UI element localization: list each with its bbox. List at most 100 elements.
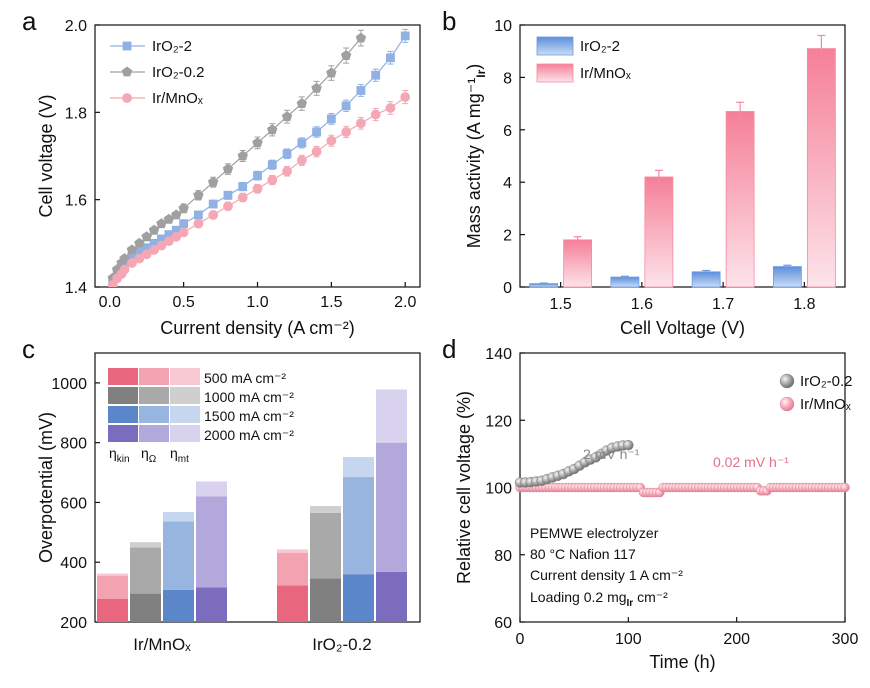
panel-d-ytick-label: 60: [494, 615, 512, 632]
legend-marker: [122, 93, 132, 103]
panel-a-plot-area: [107, 28, 411, 287]
data-point: [267, 175, 278, 185]
rate-label-ir-mnox: 0.02 mV h⁻¹: [713, 454, 789, 470]
panel-d-ytick-label: 120: [485, 413, 512, 430]
legend-swatch: [139, 425, 169, 442]
data-point: [386, 53, 395, 63]
panel-label-c: c: [22, 334, 35, 364]
bar-kin-iro2-02-1: [310, 578, 341, 622]
data-point: [223, 190, 233, 200]
bar-ir-mnox-1.6: [644, 176, 674, 288]
legend-swatch: [108, 387, 138, 404]
data-point: [141, 249, 152, 260]
data-point: [371, 70, 381, 80]
panel-d-ytick-label: 80: [494, 548, 512, 565]
data-point: [355, 32, 367, 43]
data-point: [194, 210, 203, 220]
data-point: [326, 67, 337, 78]
legend-label: IrO₂-0.2: [152, 64, 205, 81]
panel-c-xtick-label: Ir/MnOₓ: [133, 635, 191, 654]
panel-d-ylabel: Relative cell voltage (%): [454, 391, 474, 584]
data-point: [326, 135, 337, 146]
panel-a-polarization-chart: 0.0 0.5 1.0 1.5 2.0 1.4 1.6 1.8 2.0 Current densi…: [36, 18, 421, 338]
bar-ohm-iro2-02-1: [310, 512, 341, 579]
panel-c-ytick-label: 1000: [51, 376, 87, 393]
panel-d-ytick-label: 140: [485, 346, 512, 363]
panel-c-frame: [94, 352, 421, 623]
data-point: [400, 92, 411, 102]
panel-b-xtick-label: 1.7: [712, 296, 734, 313]
data-point: [370, 109, 381, 120]
panel-b-xtick-label: 1.6: [631, 296, 653, 313]
data-point: [340, 50, 352, 60]
data-point: [267, 160, 277, 170]
panel-a-xtick-label: 1.0: [246, 294, 268, 311]
data-point: [253, 171, 262, 181]
panel-d-annotation: PEMWE electrolyzer 80 °C Nafion 117 Curr…: [530, 446, 789, 609]
panel-c-ytick-label: 400: [60, 555, 87, 572]
data-point-iro2-02: [623, 439, 634, 451]
panel-c-overpotential-chart: 200 400 600 800 1000 Overpotential (mV) Ir/MnO…: [36, 352, 421, 654]
bar-ohm-ir-mnox-2: [163, 521, 194, 590]
data-point: [134, 253, 145, 264]
data-point: [326, 114, 336, 124]
bar-ir-mnox-1.5: [563, 239, 593, 288]
panel-label-d: d: [442, 334, 456, 364]
data-point: [127, 258, 137, 268]
legend-2000: 2000 mA cm⁻²: [204, 427, 294, 443]
panel-a-xtick-label: 1.5: [320, 294, 342, 311]
panel-b-ytick-label: 10: [494, 18, 512, 35]
data-point: [282, 166, 292, 177]
legend-marker: [121, 66, 133, 77]
legend-swatch: [139, 368, 169, 385]
series-2: [107, 90, 411, 287]
bar-kin-iro2-02-0: [277, 585, 308, 622]
data-point: [252, 183, 263, 194]
legend-swatch: [536, 63, 574, 83]
data-point-ir-mnox: [840, 482, 850, 493]
legend-1000: 1000 mA cm⁻²: [204, 389, 294, 405]
panel-d-xlabel: Time (h): [649, 652, 715, 672]
panel-b-ytick-label: 4: [503, 175, 512, 192]
legend-swatch: [108, 425, 138, 442]
panel-d-xtick-label: 100: [615, 631, 642, 648]
data-point: [119, 253, 130, 264]
panel-a-ylabel: Cell voltage (V): [36, 94, 56, 217]
data-point: [222, 163, 234, 174]
bar-mt-ir-mnox-1: [130, 542, 161, 548]
bar-mt-iro2-02-0: [277, 549, 308, 553]
panel-c-ylabel: Overpotential (mV): [36, 412, 56, 563]
bar-mt-ir-mnox-2: [163, 512, 194, 522]
legend-swatch: [170, 425, 200, 442]
data-point: [341, 127, 352, 137]
panel-d-xtick-label: 300: [832, 631, 859, 648]
data-point: [179, 219, 189, 229]
panel-c-ytick-label: 200: [60, 615, 87, 632]
panel-a-ytick-label: 1.6: [65, 193, 87, 210]
bar-mt-iro2-02-1: [310, 506, 341, 513]
panel-d-xtick-label: 200: [723, 631, 750, 648]
ylabel-sub: Ir: [474, 69, 488, 77]
legend-label: Ir/MnOₓ: [800, 396, 851, 413]
ylabel-close: ): [464, 64, 484, 70]
panel-a-xtick-label: 2.0: [394, 294, 416, 311]
data-point: [207, 176, 219, 187]
panel-b-frame: [519, 24, 846, 288]
panel-a-ytick-label: 1.4: [65, 280, 87, 297]
bar-ir-mnox-1.8: [806, 48, 836, 288]
bar-mt-ir-mnox-0: [97, 573, 128, 576]
bar-ohm-ir-mnox-0: [97, 575, 128, 599]
data-point: [252, 137, 263, 148]
legend-label: Ir/MnOₓ: [152, 90, 203, 107]
ylabel-main: Mass activity (A mg⁻¹: [464, 78, 484, 249]
panel-c-ytick-label: 800: [60, 436, 87, 453]
legend-eta-kin: ηkin: [109, 445, 130, 465]
data-point: [267, 124, 278, 135]
legend-swatch: [108, 406, 138, 423]
panel-b-xlabel: Cell Voltage (V): [620, 318, 745, 338]
rate-label-iro2: 2 mV h⁻¹: [583, 446, 640, 462]
data-point: [156, 240, 167, 251]
legend-label: IrO₂-2: [152, 38, 192, 55]
panel-b-ytick-label: 2: [503, 228, 512, 245]
bar-ir-mnox-1.7: [725, 111, 755, 288]
